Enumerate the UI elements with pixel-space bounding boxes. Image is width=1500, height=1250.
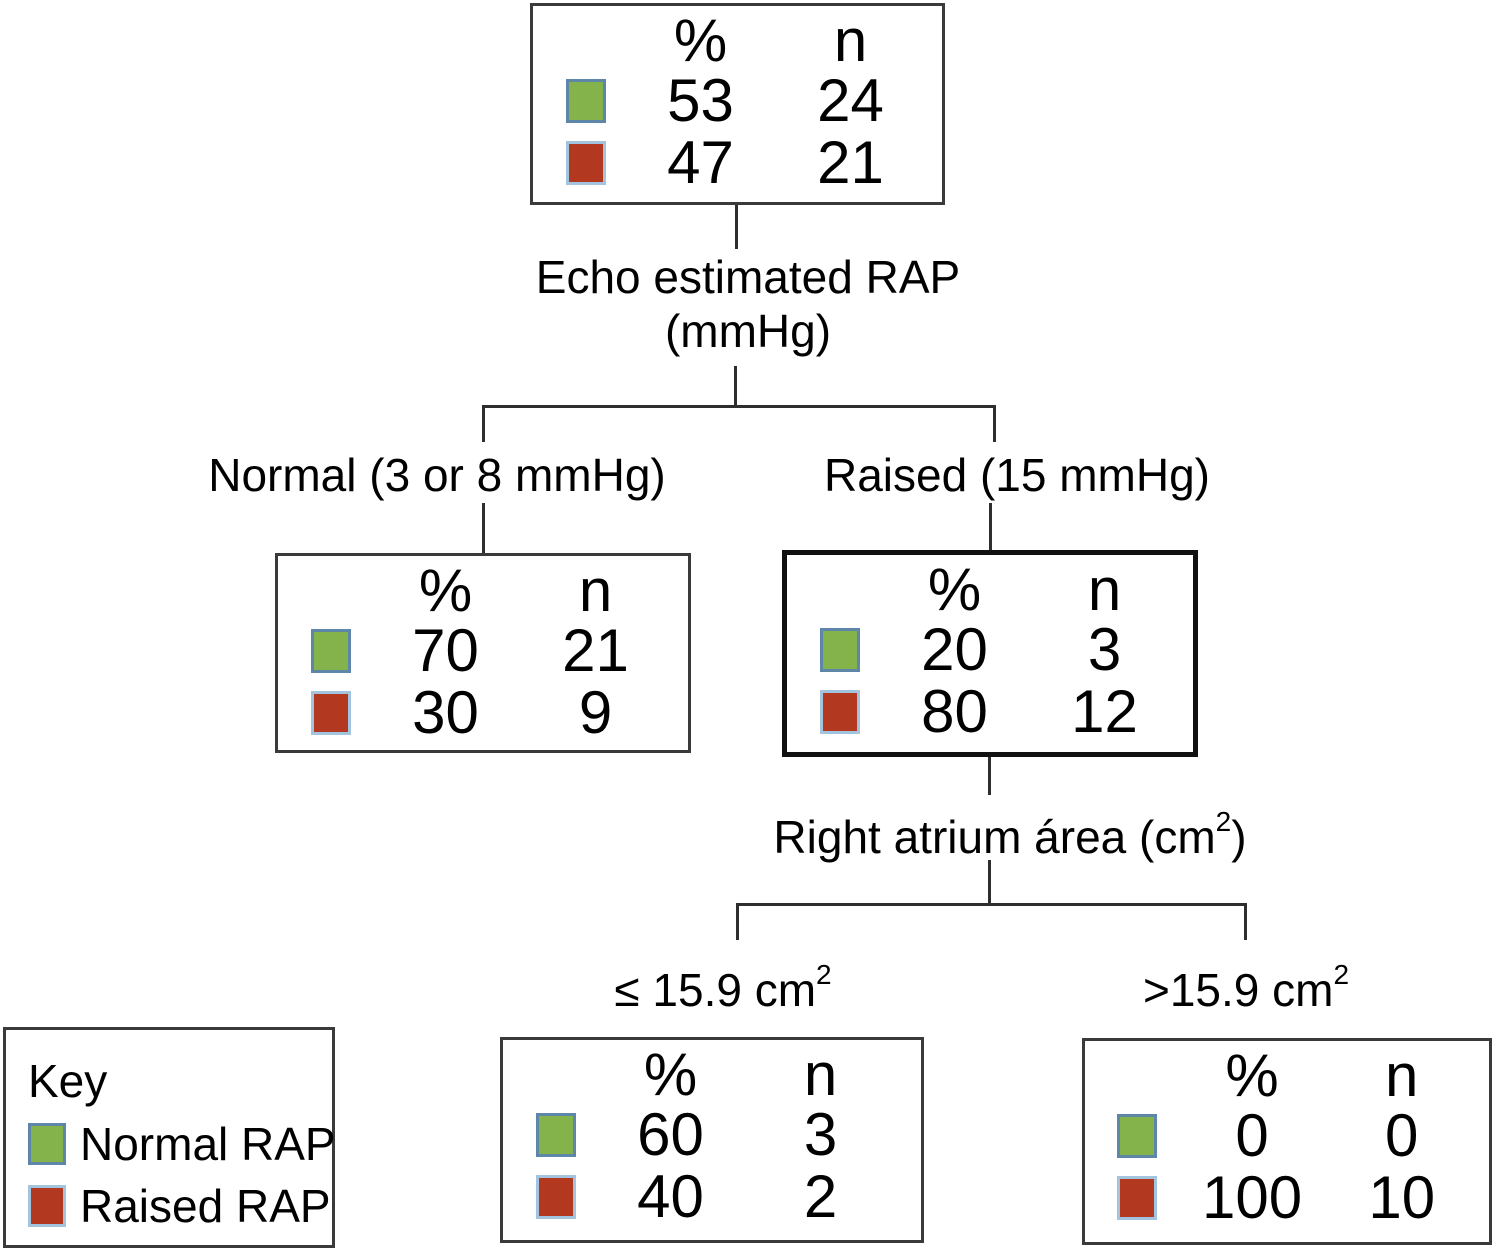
percent-value: 53 bbox=[667, 67, 734, 134]
percent-value: 60 bbox=[637, 1101, 704, 1168]
percent-header: % bbox=[1225, 1042, 1279, 1109]
stat-row-normal: 0 0 bbox=[1085, 1105, 1489, 1167]
percent-value: 0 bbox=[1235, 1102, 1269, 1169]
normal-label-to-box-line bbox=[482, 503, 485, 553]
percent-value: 40 bbox=[637, 1163, 704, 1230]
raised-rap-swatch bbox=[565, 141, 606, 185]
raised-rap-swatch bbox=[1117, 1176, 1158, 1220]
normal-rap-swatch bbox=[310, 629, 351, 673]
split2-horizontal-line bbox=[736, 903, 1247, 906]
n-header: n bbox=[803, 1041, 838, 1108]
raised-label-to-box-line bbox=[989, 503, 992, 550]
normal-rap-swatch bbox=[1117, 1114, 1158, 1158]
root-to-split-line bbox=[735, 205, 738, 249]
raised-box-to-split2-line bbox=[988, 757, 991, 795]
legend: Key Normal RAP Raised RAP bbox=[3, 1027, 336, 1248]
split-label-ra-area: Right atrium área (cm2) bbox=[773, 806, 1247, 863]
branch-label-normal: Normal (3 or 8 mmHg) bbox=[208, 449, 666, 501]
legend-item-raised-rap: Raised RAP bbox=[28, 1182, 332, 1230]
n-header: n bbox=[578, 557, 613, 624]
n-header: n bbox=[833, 7, 868, 74]
normal-rap-swatch bbox=[28, 1123, 66, 1165]
raised-rap-swatch bbox=[819, 690, 860, 734]
percent-value: 47 bbox=[667, 129, 734, 196]
n-value: 0 bbox=[1385, 1102, 1419, 1169]
percent-value: 70 bbox=[412, 617, 479, 684]
stats-box-normal: % n 70 21 30 9 bbox=[275, 553, 691, 753]
stats-box-area-le: % n 60 3 40 2 bbox=[500, 1037, 924, 1243]
raised-rap-swatch bbox=[310, 691, 351, 735]
normal-rap-swatch bbox=[565, 79, 606, 123]
stats-box-raised: % n 20 3 80 12 bbox=[782, 550, 1198, 757]
n-value: 3 bbox=[803, 1101, 838, 1168]
legend-title: Key bbox=[28, 1055, 108, 1107]
n-value: 21 bbox=[562, 617, 629, 684]
percent-header: % bbox=[418, 557, 473, 624]
stat-row-normal: 20 3 bbox=[787, 619, 1193, 681]
n-value: 2 bbox=[803, 1163, 838, 1230]
normal-rap-swatch bbox=[819, 628, 860, 672]
split2-right-stub-line bbox=[1244, 903, 1247, 940]
split2-left-stub-line bbox=[736, 903, 739, 940]
raised-rap-swatch bbox=[28, 1185, 66, 1227]
split1-horizontal-line bbox=[482, 405, 996, 408]
percent-header: % bbox=[643, 1041, 698, 1108]
stat-row-raised: 47 21 bbox=[533, 132, 942, 194]
legend-item-normal-rap: Normal RAP bbox=[28, 1120, 336, 1168]
n-value: 24 bbox=[817, 67, 884, 134]
n-value: 10 bbox=[1368, 1164, 1436, 1231]
split-label-echo-rap: Echo estimated RAP (mmHg) bbox=[535, 251, 961, 357]
branch-label-raised: Raised (15 mmHg) bbox=[824, 449, 1210, 501]
n-value: 3 bbox=[1087, 616, 1122, 683]
split1-trunk-line bbox=[734, 366, 737, 407]
percent-value: 100 bbox=[1202, 1164, 1303, 1231]
stat-row-raised: 80 12 bbox=[787, 681, 1193, 743]
branch-label-le-area: ≤ 15.9 cm2 bbox=[614, 959, 832, 1016]
percent-value: 30 bbox=[412, 679, 479, 746]
stat-row-raised: 100 10 bbox=[1085, 1167, 1489, 1229]
stat-row-raised: 30 9 bbox=[278, 682, 688, 744]
raised-rap-swatch bbox=[535, 1175, 576, 1219]
n-value: 12 bbox=[1071, 678, 1138, 745]
branch-label-gt-area: >15.9 cm2 bbox=[1142, 959, 1350, 1016]
split1-right-stub-line bbox=[993, 405, 996, 442]
stats-box-area-gt: % n 0 0 100 10 bbox=[1082, 1038, 1492, 1245]
stat-row-normal: 60 3 bbox=[503, 1104, 921, 1166]
stat-row-raised: 40 2 bbox=[503, 1166, 921, 1228]
percent-value: 20 bbox=[921, 616, 988, 683]
stat-row-normal: 53 24 bbox=[533, 70, 942, 132]
stats-box-root: % n 53 24 47 21 bbox=[530, 3, 945, 205]
percent-value: 80 bbox=[921, 678, 988, 745]
n-value: 21 bbox=[817, 129, 884, 196]
split1-left-stub-line bbox=[482, 405, 485, 442]
normal-rap-swatch bbox=[535, 1113, 576, 1157]
n-header: n bbox=[1385, 1042, 1419, 1109]
n-value: 9 bbox=[578, 679, 613, 746]
percent-header: % bbox=[927, 556, 982, 623]
legend-label: Raised RAP bbox=[80, 1180, 331, 1232]
split2-trunk-line bbox=[988, 860, 991, 905]
n-header: n bbox=[1087, 556, 1122, 623]
percent-header: % bbox=[673, 7, 728, 74]
stat-row-normal: 70 21 bbox=[278, 620, 688, 682]
legend-label: Normal RAP bbox=[80, 1118, 336, 1170]
